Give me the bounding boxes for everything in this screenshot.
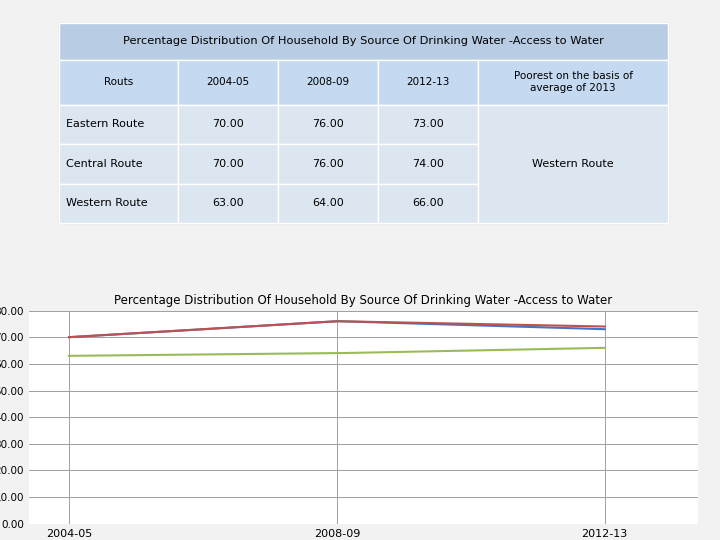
Text: 63.00: 63.00: [212, 198, 244, 208]
Western Route: [550, 346, 559, 352]
Western Route: [600, 345, 609, 351]
FancyBboxPatch shape: [378, 105, 478, 144]
Central Route: [65, 334, 73, 340]
FancyBboxPatch shape: [378, 59, 478, 105]
Title: Percentage Distribution Of Household By Source Of Drinking Water -Access to Wate: Percentage Distribution Of Household By …: [114, 294, 613, 307]
Line: Eastern Route: Eastern Route: [69, 321, 605, 337]
Eastern Route: [385, 320, 394, 326]
Text: 2004-05: 2004-05: [207, 77, 250, 87]
Eastern Route: [66, 334, 75, 340]
Central Route: [518, 322, 526, 328]
FancyBboxPatch shape: [59, 59, 179, 105]
Western Route: [382, 349, 390, 355]
Central Route: [333, 318, 342, 325]
Line: Central Route: Central Route: [69, 321, 605, 337]
Eastern Route: [65, 334, 73, 340]
Text: 2008-09: 2008-09: [307, 77, 350, 87]
Eastern Route: [600, 326, 609, 333]
FancyBboxPatch shape: [378, 184, 478, 223]
FancyBboxPatch shape: [59, 23, 668, 223]
Text: 70.00: 70.00: [212, 159, 244, 169]
Text: Poorest on the basis of
average of 2013: Poorest on the basis of average of 2013: [513, 71, 633, 93]
Text: Percentage Distribution Of Household By Source Of Drinking Water -Access to Wate: Percentage Distribution Of Household By …: [123, 36, 604, 46]
Text: 74.00: 74.00: [412, 159, 444, 169]
Line: Western Route: Western Route: [69, 348, 605, 356]
FancyBboxPatch shape: [378, 144, 478, 184]
Eastern Route: [384, 320, 392, 326]
Eastern Route: [518, 323, 526, 330]
FancyBboxPatch shape: [278, 105, 378, 144]
Western Route: [392, 349, 401, 355]
FancyBboxPatch shape: [278, 184, 378, 223]
Text: Routs: Routs: [104, 77, 133, 87]
FancyBboxPatch shape: [278, 59, 378, 105]
Western Route: [384, 349, 392, 355]
Central Route: [384, 319, 392, 326]
Text: 66.00: 66.00: [413, 198, 444, 208]
Central Route: [66, 334, 75, 340]
FancyBboxPatch shape: [179, 144, 278, 184]
Text: 64.00: 64.00: [312, 198, 344, 208]
Western Route: [66, 353, 75, 359]
Text: 76.00: 76.00: [312, 119, 344, 130]
FancyBboxPatch shape: [478, 59, 668, 105]
Text: 2012-13: 2012-13: [406, 77, 450, 87]
FancyBboxPatch shape: [478, 105, 668, 223]
FancyBboxPatch shape: [179, 59, 278, 105]
Eastern Route: [395, 320, 403, 326]
FancyBboxPatch shape: [59, 184, 179, 223]
FancyBboxPatch shape: [59, 105, 179, 144]
FancyBboxPatch shape: [59, 23, 668, 59]
FancyBboxPatch shape: [179, 105, 278, 144]
Text: 76.00: 76.00: [312, 159, 344, 169]
FancyBboxPatch shape: [179, 184, 278, 223]
Eastern Route: [552, 325, 561, 331]
Text: Eastern Route: Eastern Route: [66, 119, 144, 130]
Text: 73.00: 73.00: [413, 119, 444, 130]
Western Route: [65, 353, 73, 359]
Text: Western Route: Western Route: [66, 198, 148, 208]
Central Route: [552, 322, 561, 329]
Central Route: [385, 319, 394, 326]
Text: Central Route: Central Route: [66, 159, 143, 169]
Eastern Route: [333, 318, 342, 325]
Central Route: [600, 323, 609, 330]
FancyBboxPatch shape: [59, 144, 179, 184]
Text: Western Route: Western Route: [532, 159, 614, 169]
FancyBboxPatch shape: [278, 144, 378, 184]
Text: 70.00: 70.00: [212, 119, 244, 130]
Western Route: [516, 346, 525, 353]
Central Route: [395, 319, 403, 326]
